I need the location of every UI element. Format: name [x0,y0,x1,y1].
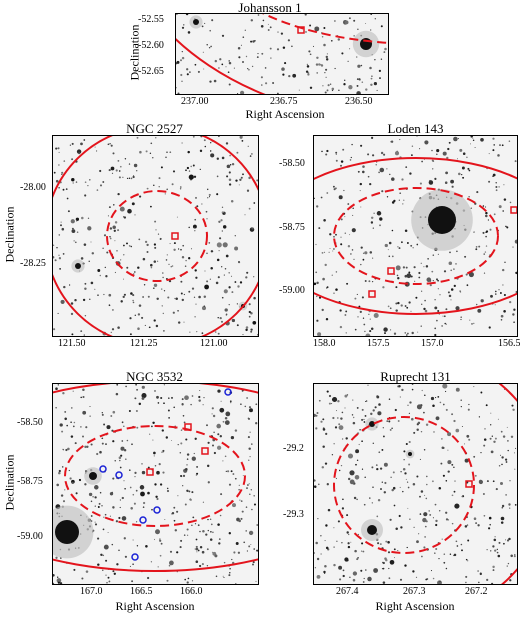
y-tick-label: -58.75 [17,476,43,487]
blue-circle-marker [139,516,147,524]
star-field-image [52,383,259,585]
star-field-svg [53,136,258,336]
y-tick-label: -52.60 [138,40,164,51]
bright-star [369,421,375,427]
blue-circle-marker [224,388,232,396]
bright-star [55,520,79,544]
inner-radius-ellipse [333,416,475,554]
x-tick-label: 166.5 [130,586,153,597]
y-tick-label: -58.50 [17,417,43,428]
y-tick-label: -52.65 [138,66,164,77]
star-field-image [313,135,518,337]
bright-star [360,38,372,50]
red-square-marker [184,423,192,431]
x-tick-label: 156.5 [498,338,520,349]
blue-circle-marker [115,471,123,479]
y-tick-label: -52.55 [138,14,164,25]
x-axis-label: Right Ascension [375,599,455,613]
x-tick-label: 157.0 [421,338,444,349]
star-field-svg [176,14,388,94]
star-field-svg [314,384,517,584]
y-tick-label: -59.00 [17,531,43,542]
x-axis-label: Right Ascension [115,599,195,613]
bright-star [367,525,377,535]
x-tick-label: 267.2 [465,586,488,597]
outer-radius-ellipse [314,157,517,315]
red-square-marker [171,232,179,240]
inner-radius-ellipse [106,190,208,282]
panel-title: Johansson 1 [238,0,302,15]
red-square-marker [201,447,209,455]
y-axis-label: Declination [2,206,17,263]
x-tick-label: 166.0 [180,586,203,597]
bright-star [89,472,97,480]
x-tick-label: 158.0 [313,338,336,349]
x-tick-label: 121.50 [58,338,86,349]
star-field-image [175,13,389,95]
blue-circle-marker [131,553,139,561]
star-field-image [313,383,518,585]
bright-star [75,263,81,269]
panel-title: Loden 143 [387,121,444,136]
x-tick-label: 121.00 [200,338,228,349]
bright-star [193,19,199,25]
inner-radius-ellipse [64,425,246,527]
bright-star [408,452,412,456]
x-tick-label: 167.0 [80,586,103,597]
y-tick-label: -28.25 [20,258,46,269]
x-axis-label: Right Ascension [245,107,325,121]
x-tick-label: 267.4 [336,586,359,597]
panel-title: Ruprecht 131 [380,369,451,384]
y-tick-label: -58.75 [279,222,305,233]
inner-radius-ellipse [333,187,499,285]
y-tick-label: -29.3 [283,509,304,520]
y-axis-label: Declination [2,454,17,511]
y-tick-label: -28.00 [20,182,46,193]
x-tick-label: 267.3 [403,586,426,597]
panel-title: NGC 2527 [126,121,183,136]
red-square-marker [510,206,517,214]
red-square-marker [368,290,376,298]
red-square-marker [146,468,154,476]
star-field-svg [53,384,258,584]
y-tick-label: -29.2 [283,443,304,454]
y-tick-label: -58.50 [279,158,305,169]
x-tick-label: 157.5 [367,338,390,349]
red-square-marker [465,480,473,488]
red-square-marker [387,267,395,275]
x-tick-label: 121.25 [130,338,158,349]
outer-radius-ellipse [53,384,258,572]
star-field-image [52,135,259,337]
x-tick-label: 236.75 [270,96,298,107]
blue-circle-marker [99,465,107,473]
y-tick-label: -59.00 [279,285,305,296]
y-axis-label: Declination [127,24,142,81]
bright-star [428,206,456,234]
x-tick-label: 236.50 [345,96,373,107]
panel-title: NGC 3532 [126,369,183,384]
blue-circle-marker [153,506,161,514]
red-square-marker [297,26,305,34]
x-tick-label: 237.00 [181,96,209,107]
star-field-svg [314,136,517,336]
